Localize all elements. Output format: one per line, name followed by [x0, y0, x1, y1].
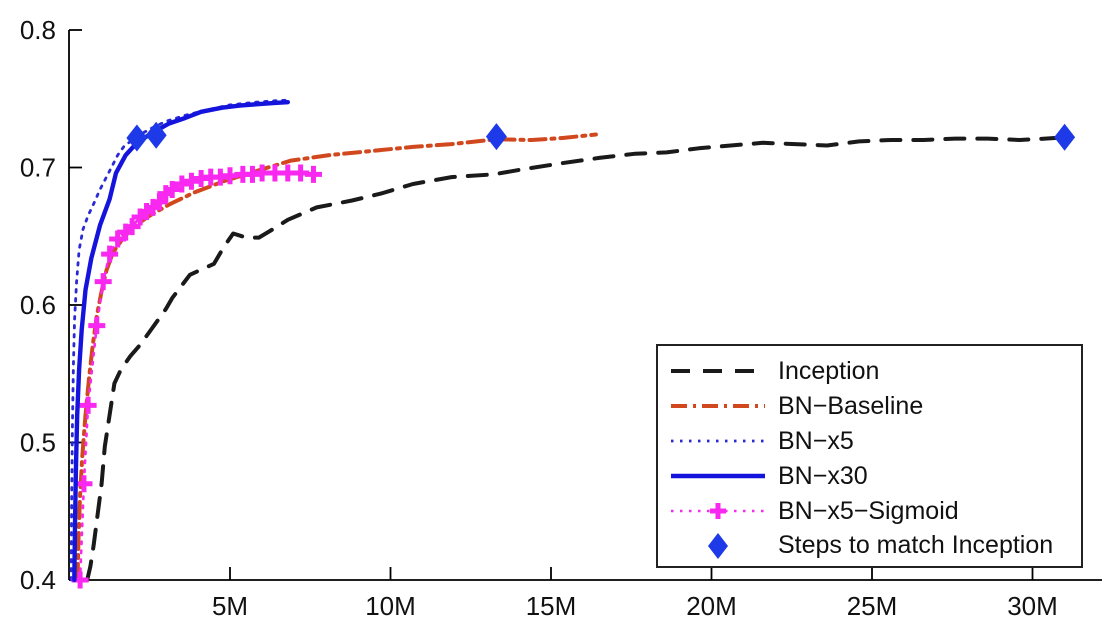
bn-x5-sigmoid-marker: [173, 175, 191, 193]
steps-to-match-diamond-marker: [1054, 123, 1076, 151]
bn-x5-sigmoid-marker: [304, 165, 322, 183]
legend-item-bn-x5-sigmoid: BN−x5−Sigmoid: [658, 494, 1081, 529]
x-tick-label: 10M: [365, 591, 416, 621]
legend-item-bn-baseline: BN−Baseline: [658, 389, 1081, 424]
legend-item-bn-x5: BN−x5: [658, 424, 1081, 459]
bn-x5-sigmoid-marker: [123, 218, 141, 236]
y-tick-label: 0.6: [20, 290, 56, 320]
bn-x30-curve: [72, 99, 290, 583]
y-tick-label: 0.4: [20, 565, 56, 595]
legend-label: BN−x30: [778, 461, 868, 490]
legend-swatch-dashdot-icon: [671, 404, 765, 409]
bn-x5-sigmoid-marker: [79, 396, 97, 414]
bn-x5-sigmoid-marker: [101, 245, 119, 263]
legend-swatch-dot-icon: [671, 439, 765, 443]
steps-to-match-diamond-marker: [485, 123, 507, 151]
legend-swatch-dotplus-icon: [671, 503, 765, 519]
y-tick-label: 0.8: [20, 15, 56, 45]
legend: Inception BN−Baseline BN−x5 BN−x30 BN−x5−Sig…: [656, 344, 1083, 568]
legend-swatch-solid-icon: [671, 473, 765, 479]
x-tick-label: 5M: [212, 591, 248, 621]
legend-label: BN−x5: [778, 426, 854, 455]
legend-swatch-diamond-icon: [708, 532, 728, 559]
legend-item-inception: Inception: [658, 354, 1081, 389]
bn-x5-sigmoid-marker: [88, 317, 106, 335]
bn-x5-sigmoid-marker: [94, 273, 112, 291]
y-tick-label: 0.7: [20, 153, 56, 183]
x-tick-label: 30M: [1007, 591, 1058, 621]
steps-to-match-diamond-marker: [126, 124, 148, 152]
x-tick-label: 15M: [526, 591, 577, 621]
bn-x5-sigmoid-curve: [78, 171, 315, 582]
bn-x5-sigmoid-marker: [75, 475, 93, 493]
x-tick-label: 25M: [847, 591, 898, 621]
bn-x5-sigmoid-marker: [163, 181, 181, 198]
y-tick-label: 0.5: [20, 428, 56, 458]
legend-label: BN−x5−Sigmoid: [778, 496, 959, 525]
legend-item-steps-to-match-inception: Steps to match Inception: [658, 528, 1081, 563]
legend-item-bn-x30: BN−x30: [658, 459, 1081, 494]
steps-to-match-diamond-marker: [145, 121, 167, 149]
bn-x5-sigmoid-marker: [182, 172, 200, 190]
legend-label: Inception: [778, 356, 880, 385]
legend-label: Steps to match Inception: [778, 531, 1054, 560]
legend-label: BN−Baseline: [778, 391, 924, 420]
x-tick-label: 20M: [686, 591, 737, 621]
inception-curve: [85, 135, 1067, 582]
legend-swatch-dash-icon: [671, 369, 765, 374]
